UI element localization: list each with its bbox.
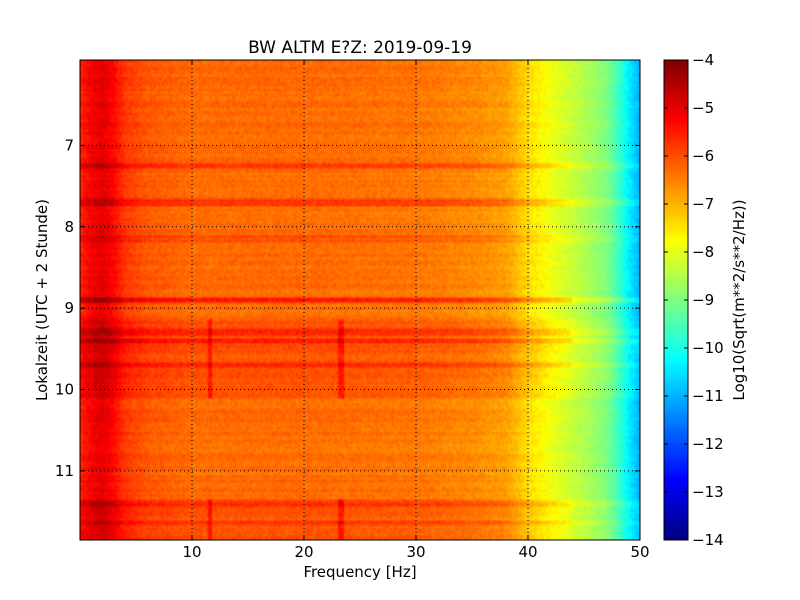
y-tick-label: 10 [55,380,74,398]
colorbar-tick-label: −13 [692,483,724,501]
x-axis-ticks: 10 20 30 40 50 [182,60,650,561]
x-tick-label: 20 [294,543,313,561]
y-tick-label: 8 [64,218,74,236]
chart-title: BW ALTM E?Z: 2019-09-19 [248,38,472,58]
x-tick-label: 50 [630,543,649,561]
colorbar-ticks: −4 −5 −6 −7 −8 −9 −10 −11 −12 −13 −14 [664,51,724,549]
colorbar-tick-label: −9 [692,291,714,309]
y-axis-label: Lokalzeit (UTC + 2 Stunde) [33,199,51,401]
y-axis-ticks: 7 8 9 10 11 [55,136,640,480]
colorbar-label: Log10(Sqrt(m**2/s**2/Hz)) [730,199,748,400]
colorbar-tick-label: −4 [692,51,714,69]
y-tick-label: 7 [64,136,74,154]
x-tick-label: 10 [182,543,201,561]
colorbar-tick-label: −11 [692,387,724,405]
colorbar-tick-label: −8 [692,243,714,261]
colorbar-tick-label: −10 [692,339,724,357]
x-tick-label: 40 [518,543,537,561]
colorbar-tick-label: −12 [692,435,724,453]
y-tick-label: 9 [64,299,74,317]
x-tick-label: 30 [406,543,425,561]
y-tick-label: 11 [55,462,74,480]
colorbar-tick-label: −14 [692,531,724,549]
colorbar-tick-label: −7 [692,195,714,213]
grid-lines [80,60,640,540]
colorbar-tick-label: −5 [692,99,714,117]
colorbar-tick-label: −6 [692,147,714,165]
spectrogram-heatmap [80,60,640,540]
x-axis-label: Frequency [Hz] [303,563,416,581]
plot-frame [79,59,641,541]
